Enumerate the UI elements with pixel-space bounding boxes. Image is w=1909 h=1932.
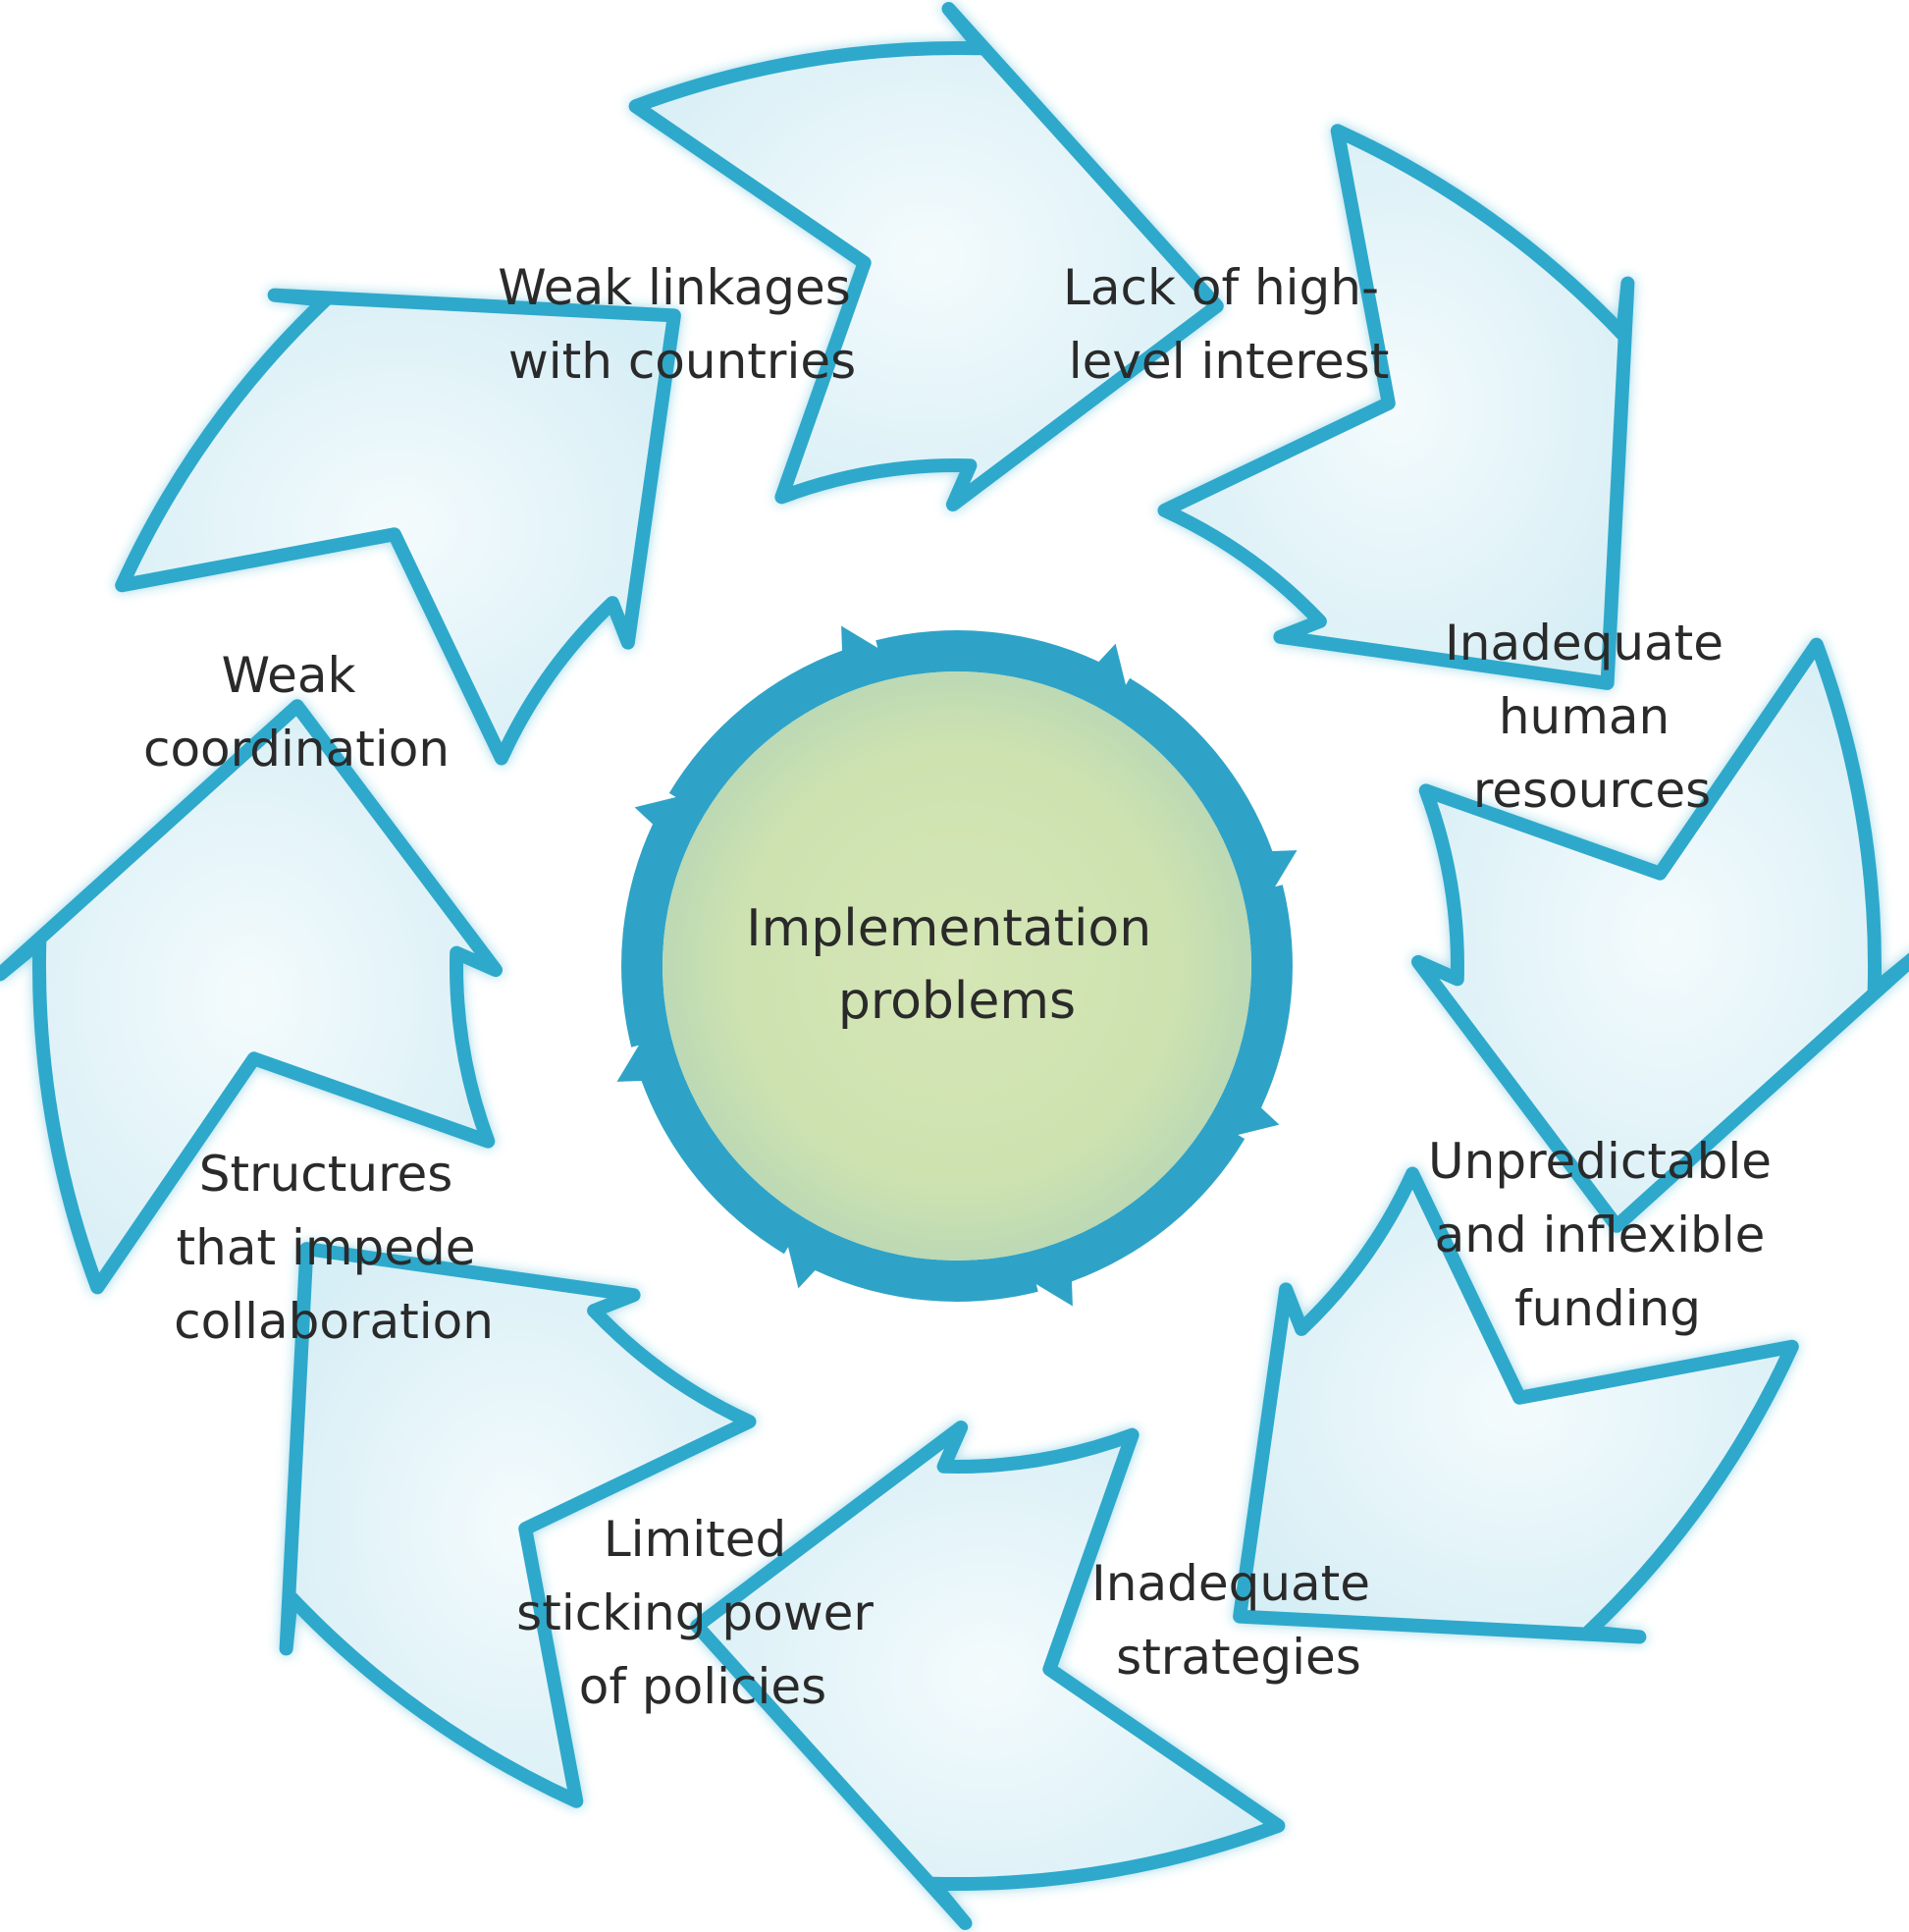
arrow-segment-lack-interest	[1157, 124, 1635, 690]
label-line: human	[1499, 688, 1670, 745]
label-line: with countries	[508, 333, 856, 390]
arrow-segment-structures	[0, 699, 503, 1295]
label-coordination: Weak coordination	[143, 647, 450, 778]
label-line: funding	[1514, 1280, 1701, 1337]
label-line: resources	[1473, 762, 1711, 819]
label-line: Structures	[199, 1146, 453, 1203]
arrow-segment-human-resources	[1411, 637, 1909, 1233]
label-line: that impede	[177, 1219, 476, 1276]
hub-disc	[663, 671, 1251, 1261]
label-line: level interest	[1069, 333, 1390, 390]
label-line: sticking power	[516, 1584, 874, 1641]
arrow-segment-coordination	[115, 288, 681, 766]
label-weak-linkages: Weak linkages with countries	[498, 259, 866, 390]
label-human-resources: Inadequate human resources	[1445, 615, 1739, 819]
label-line: Weak linkages	[498, 259, 851, 316]
label-line: Inadequate	[1445, 615, 1723, 671]
label-line: Limited	[604, 1511, 786, 1568]
center-label-line: Implementation	[746, 899, 1151, 958]
label-line: coordination	[143, 721, 450, 778]
center-label-line: problems	[838, 972, 1076, 1031]
label-line: collaboration	[174, 1293, 494, 1350]
label-line: and inflexible	[1435, 1207, 1766, 1263]
label-strategies: Inadequate strategies	[1091, 1555, 1386, 1686]
label-line: Inadequate	[1091, 1555, 1370, 1612]
arrow-segment-weak-linkages	[628, 2, 1224, 511]
label-funding: Unpredictable and inflexible funding	[1428, 1133, 1787, 1337]
center-hub: Implementation problems	[616, 625, 1298, 1307]
label-policies: Limited sticking power of policies	[516, 1511, 889, 1715]
label-line: Lack of high-	[1063, 259, 1379, 316]
label-line: Unpredictable	[1428, 1133, 1772, 1190]
label-structures: Structures that impede collaboration	[174, 1146, 494, 1350]
center-label: Implementation problems	[746, 899, 1167, 1031]
label-lack-interest: Lack of high- level interest	[1063, 259, 1395, 390]
label-line: Weak	[222, 647, 356, 704]
label-line: strategies	[1116, 1629, 1361, 1686]
arrow-segment-strategies	[690, 1421, 1286, 1930]
label-line: of policies	[579, 1658, 826, 1715]
arrow-segment-policies	[279, 1242, 757, 1808]
arrow-segment-funding	[1233, 1166, 1799, 1644]
segment-labels: Weak linkages with countries Lack of hig…	[143, 259, 1787, 1715]
